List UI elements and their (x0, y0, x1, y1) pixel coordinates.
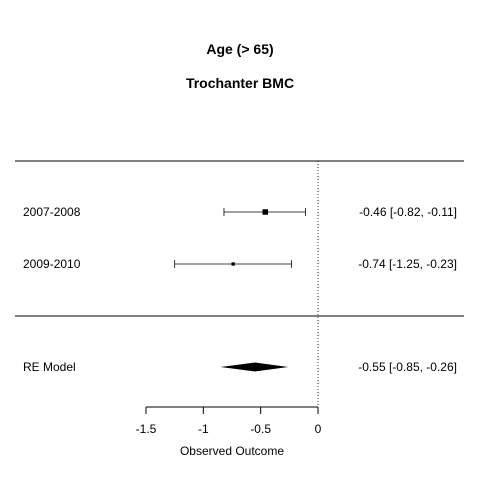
x-axis-ticks: -1.5 -1 -0.5 0 (136, 407, 322, 436)
x-axis-label: Observed Outcome (180, 444, 284, 458)
study-ci-text-2: -0.74 [-1.25, -0.23] (358, 257, 457, 271)
study-point-2 (231, 262, 235, 266)
chart-title: Age (> 65) (206, 41, 273, 57)
study-point-1 (262, 209, 269, 215)
study-label-1: 2007-2008 (23, 205, 81, 219)
x-tick-label: 0 (315, 422, 322, 436)
x-tick-label: -1 (198, 422, 209, 436)
study-ci-text-1: -0.46 [-0.82, -0.11] (359, 205, 457, 219)
x-tick-label: -1.5 (136, 422, 157, 436)
summary-label: RE Model (23, 360, 76, 374)
summary-diamond (220, 362, 289, 372)
study-label-2: 2009-2010 (23, 257, 81, 271)
summary-ci-text: -0.55 [-0.85, -0.26] (358, 360, 457, 374)
x-tick-label: -0.5 (250, 422, 271, 436)
chart-subtitle: Trochanter BMC (186, 75, 294, 91)
